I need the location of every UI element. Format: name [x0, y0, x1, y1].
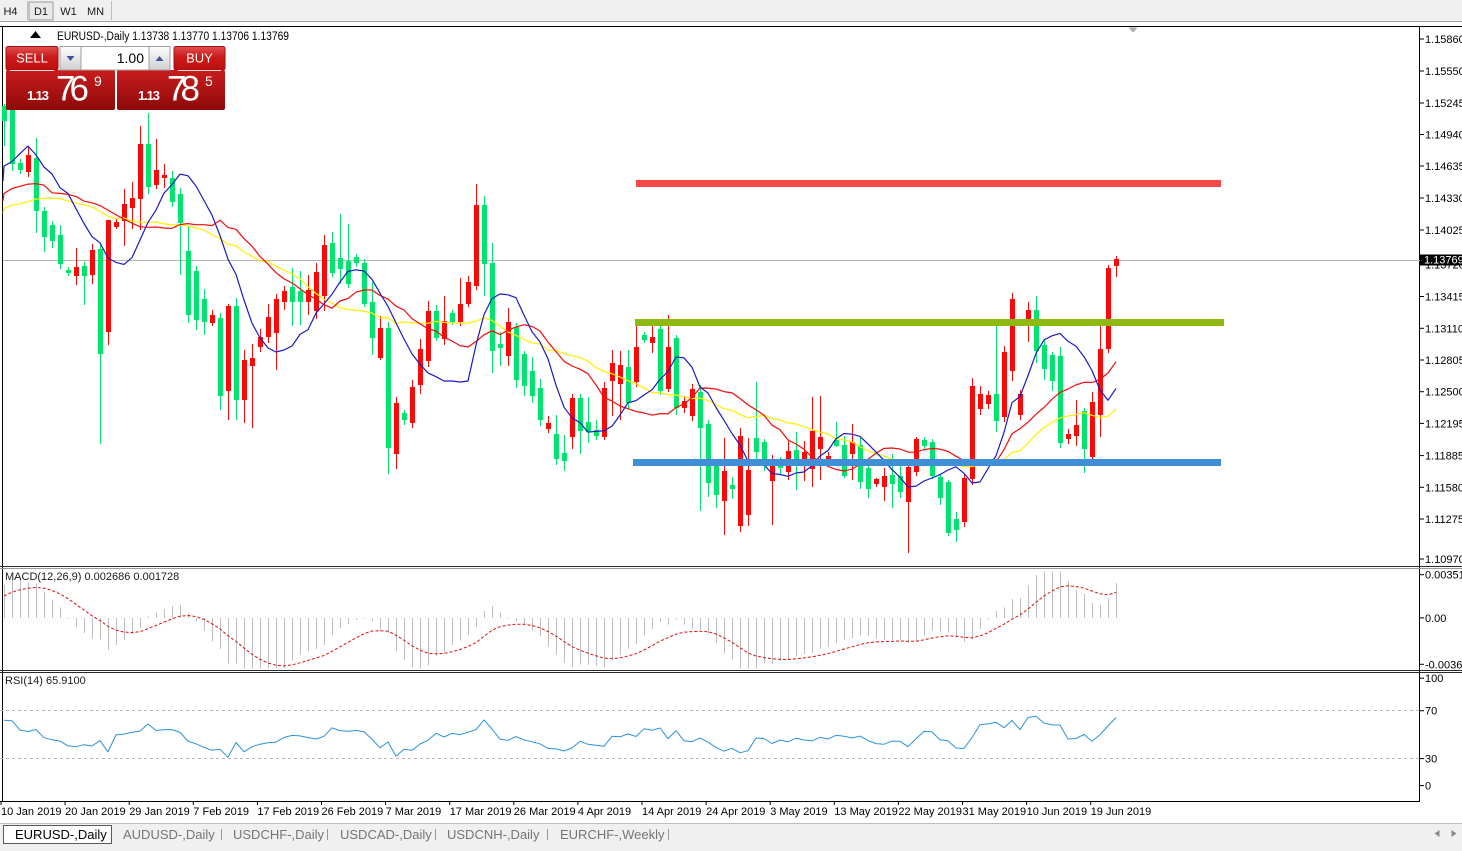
svg-text:H4: H4 — [3, 6, 17, 18]
svg-text:20 Jan 2019: 20 Jan 2019 — [65, 806, 126, 818]
svg-text:1.13: 1.13 — [27, 88, 49, 103]
svg-text:14 Apr 2019: 14 Apr 2019 — [642, 806, 701, 818]
svg-text:76: 76 — [56, 70, 89, 109]
svg-text:D1: D1 — [34, 6, 48, 18]
svg-text:1.12805: 1.12805 — [1425, 355, 1462, 367]
svg-text:1.14940: 1.14940 — [1425, 130, 1462, 142]
svg-text:1.11885: 1.11885 — [1425, 451, 1462, 463]
svg-text:29 Jan 2019: 29 Jan 2019 — [129, 806, 190, 818]
svg-text:0.00: 0.00 — [1425, 613, 1446, 625]
svg-text:EURUSD-,Daily 1.13738 1.13770: EURUSD-,Daily 1.13738 1.13770 1.13706 1.… — [57, 31, 289, 43]
svg-text:4 Apr 2019: 4 Apr 2019 — [578, 806, 631, 818]
svg-text:1.13415: 1.13415 — [1425, 292, 1462, 304]
svg-text:7 Mar 2019: 7 Mar 2019 — [386, 806, 442, 818]
svg-text:24 Apr 2019: 24 Apr 2019 — [706, 806, 765, 818]
svg-text:13 May 2019: 13 May 2019 — [834, 806, 898, 818]
svg-text:SELL: SELL — [16, 51, 48, 66]
svg-text:1.14330: 1.14330 — [1425, 193, 1462, 205]
svg-text:26 Mar 2019: 26 Mar 2019 — [514, 806, 576, 818]
svg-text:1.13110: 1.13110 — [1425, 323, 1462, 335]
svg-text:78: 78 — [167, 70, 200, 109]
svg-text:10 Jun 2019: 10 Jun 2019 — [1027, 806, 1088, 818]
svg-text:70: 70 — [1425, 706, 1437, 718]
svg-text:9: 9 — [94, 73, 102, 89]
svg-text:26 Feb 2019: 26 Feb 2019 — [322, 806, 384, 818]
svg-text:22 May 2019: 22 May 2019 — [898, 806, 962, 818]
svg-text:1.13: 1.13 — [138, 88, 160, 103]
svg-text:1.15550: 1.15550 — [1425, 66, 1462, 78]
svg-text:100: 100 — [1425, 673, 1443, 685]
svg-text:17 Feb 2019: 17 Feb 2019 — [257, 806, 319, 818]
svg-text:0.003518: 0.003518 — [1425, 570, 1462, 582]
svg-text:AUDUSD-,Daily: AUDUSD-,Daily — [123, 827, 215, 842]
svg-text:1.14635: 1.14635 — [1425, 161, 1462, 173]
svg-text:EURUSD-,Daily: EURUSD-,Daily — [15, 827, 107, 842]
svg-text:7 Feb 2019: 7 Feb 2019 — [193, 806, 249, 818]
svg-text:1.15860: 1.15860 — [1425, 34, 1462, 46]
svg-text:MN: MN — [87, 6, 104, 18]
svg-text:EURCHF-,Weekly: EURCHF-,Weekly — [560, 827, 665, 842]
svg-text:1.13769: 1.13769 — [1424, 255, 1462, 267]
svg-text:1.10970: 1.10970 — [1425, 554, 1462, 566]
svg-text:31 May 2019: 31 May 2019 — [963, 806, 1027, 818]
svg-text:30: 30 — [1425, 754, 1437, 766]
svg-text:3 May 2019: 3 May 2019 — [770, 806, 827, 818]
svg-text:USDCNH-,Daily: USDCNH-,Daily — [447, 827, 540, 842]
svg-text:1.00: 1.00 — [117, 50, 144, 66]
svg-text:1.12195: 1.12195 — [1425, 418, 1462, 430]
svg-text:1.12500: 1.12500 — [1425, 387, 1462, 399]
svg-text:5: 5 — [205, 73, 213, 89]
svg-text:USDCAD-,Daily: USDCAD-,Daily — [340, 827, 432, 842]
svg-text:-0.00367: -0.00367 — [1425, 659, 1462, 671]
svg-text:1.11275: 1.11275 — [1425, 514, 1462, 526]
svg-text:19 Jun 2019: 19 Jun 2019 — [1091, 806, 1152, 818]
svg-text:1.14025: 1.14025 — [1425, 225, 1462, 237]
svg-text:BUY: BUY — [186, 51, 213, 66]
svg-text:USDCHF-,Daily: USDCHF-,Daily — [233, 827, 325, 842]
svg-text:17 Mar 2019: 17 Mar 2019 — [450, 806, 512, 818]
svg-text:MACD(12,26,9) 0.002686 0.00172: MACD(12,26,9) 0.002686 0.001728 — [5, 571, 179, 583]
svg-text:RSI(14) 65.9100: RSI(14) 65.9100 — [5, 675, 86, 687]
svg-text:W1: W1 — [60, 6, 77, 18]
svg-text:1.11580: 1.11580 — [1425, 482, 1462, 494]
svg-text:0: 0 — [1425, 781, 1431, 793]
svg-text:1.15245: 1.15245 — [1425, 98, 1462, 110]
svg-text:10 Jan 2019: 10 Jan 2019 — [1, 806, 62, 818]
